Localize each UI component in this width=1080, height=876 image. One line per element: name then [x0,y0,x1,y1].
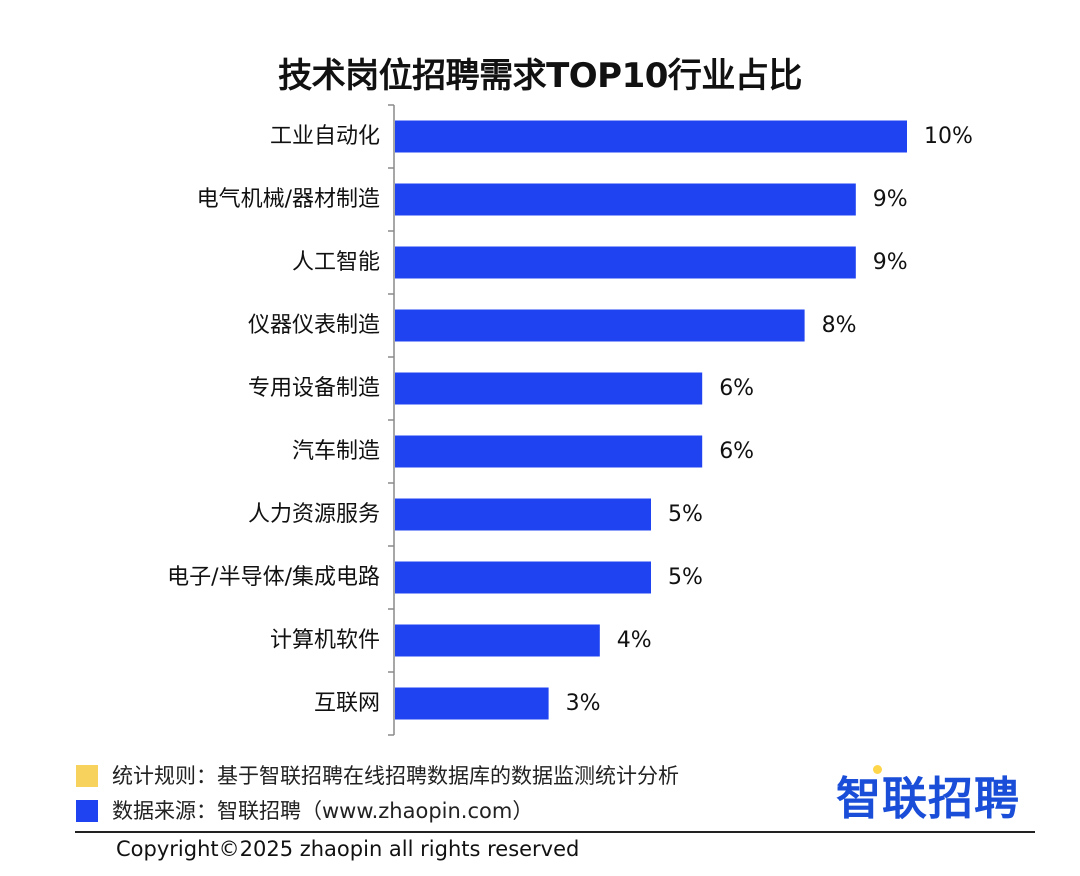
statistics-rule-text: 统计规则：基于智联招聘在线招聘数据库的数据监测统计分析 [112,764,679,788]
bar [395,687,549,720]
value-label: 9% [873,187,908,212]
category-label: 工业自动化 [270,124,380,149]
value-label: 5% [668,502,703,527]
data-source-text: 数据来源：智联招聘（www.zhaopin.com） [112,799,534,823]
bar [395,372,703,405]
bar-chart: 工业自动化 10% 电气机械/器材制造 9% 人工智能 9% 仪器仪表制造 8% 专用设备制造 6… [167,104,973,736]
bar [395,498,651,531]
bar [395,120,907,153]
bar [395,624,600,657]
value-label: 3% [566,691,601,716]
value-label: 10% [924,124,973,149]
category-label: 专用设备制造 [248,376,380,401]
category-label: 仪器仪表制造 [248,313,380,338]
bar [395,435,703,468]
category-label: 互联网 [314,691,380,716]
value-label: 6% [719,439,754,464]
value-label: 5% [668,565,703,590]
value-label: 4% [617,628,652,653]
zhaopin-logo: 智联招聘 [836,772,1021,825]
category-label: 计算机软件 [270,628,380,653]
category-label: 人力资源服务 [248,502,380,527]
value-label: 9% [873,250,908,275]
category-label: 汽车制造 [292,439,380,464]
chart-title: 技术岗位招聘需求TOP10行业占比 [278,56,802,96]
category-label: 电子/半导体/集成电路 [167,565,380,590]
footer-divider [75,831,1035,833]
source-legend-square [76,800,98,822]
category-label: 电气机械/器材制造 [197,187,380,212]
category-label: 人工智能 [292,250,380,275]
bar [395,309,805,342]
value-label: 8% [822,313,857,338]
bar [395,183,856,216]
rule-legend-square [76,765,98,787]
value-label: 6% [719,376,754,401]
copyright-text: Copyright©2025 zhaopin all rights reserv… [116,837,580,861]
logo-dot [873,765,882,774]
bar [395,246,856,279]
bar [395,561,651,594]
